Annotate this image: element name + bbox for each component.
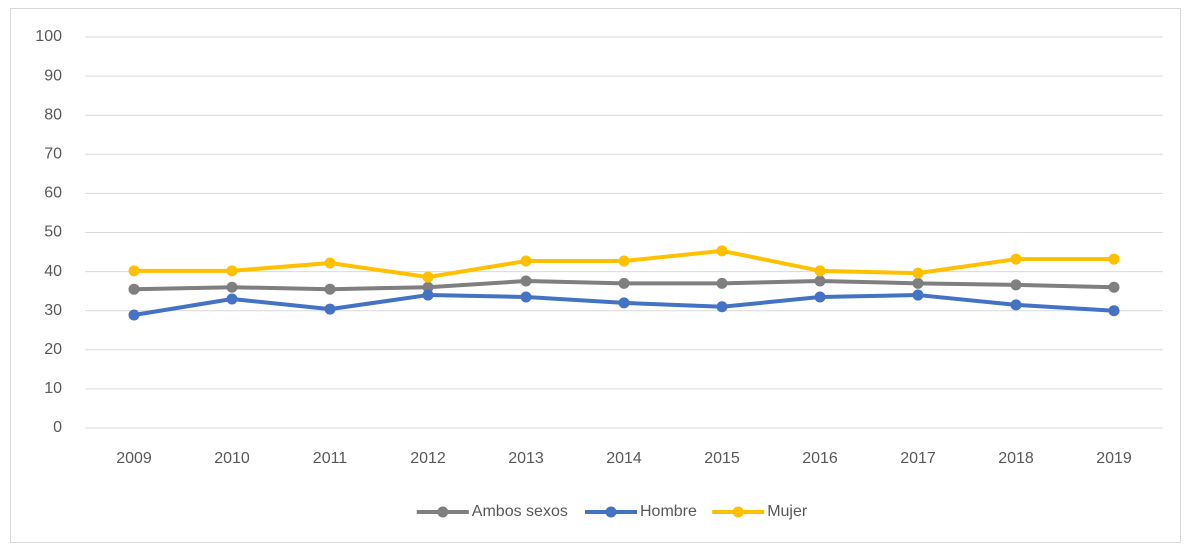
point	[128, 265, 140, 277]
point	[618, 255, 630, 267]
y-tick-label: 10	[44, 380, 62, 397]
point	[1108, 281, 1120, 293]
point	[716, 301, 728, 313]
point	[912, 277, 924, 289]
point	[128, 309, 140, 321]
point	[1010, 253, 1022, 265]
y-tick-label: 100	[35, 28, 62, 45]
point	[716, 245, 728, 257]
legend-marker	[437, 506, 449, 518]
point	[814, 275, 826, 287]
x-tick-label: 2017	[900, 450, 936, 467]
point	[422, 281, 434, 293]
point	[226, 265, 238, 277]
legend-marker	[732, 506, 744, 518]
x-tick-label: 2014	[606, 450, 642, 467]
x-tick-label: 2019	[1096, 450, 1132, 467]
legend-label: Mujer	[767, 503, 808, 520]
point	[520, 255, 532, 267]
legend-item: Mujer	[712, 503, 808, 520]
legend-label: Ambos sexos	[472, 503, 568, 520]
x-tick-label: 2010	[214, 450, 250, 467]
y-tick-label: 0	[53, 419, 62, 436]
x-tick-label: 2011	[313, 450, 348, 467]
chart-border	[10, 8, 1181, 543]
point	[324, 257, 336, 269]
point	[520, 275, 532, 287]
x-tick-label: 2009	[116, 450, 152, 467]
point	[226, 293, 238, 305]
x-tick-label: 2015	[704, 450, 740, 467]
x-tick-label: 2018	[998, 450, 1034, 467]
y-tick-label: 60	[44, 185, 62, 202]
point	[716, 277, 728, 289]
legend-marker	[605, 506, 617, 518]
point	[1108, 253, 1120, 265]
point	[814, 265, 826, 277]
point	[618, 277, 630, 289]
point	[1010, 299, 1022, 311]
x-tick-label: 2016	[802, 450, 838, 467]
y-tick-label: 40	[44, 263, 62, 280]
y-tick-label: 70	[44, 146, 62, 163]
point	[520, 291, 532, 303]
point	[1010, 279, 1022, 291]
x-tick-label: 2012	[410, 450, 446, 467]
y-tick-label: 30	[44, 302, 62, 319]
point	[128, 283, 140, 295]
y-tick-label: 80	[44, 106, 62, 123]
point	[1108, 305, 1120, 317]
point	[324, 283, 336, 295]
point	[226, 281, 238, 293]
legend-item: Ambos sexos	[416, 503, 568, 520]
legend-item: Hombre	[585, 503, 697, 520]
legend-label: Hombre	[640, 503, 697, 520]
point	[422, 271, 434, 283]
point	[912, 267, 924, 279]
point	[618, 297, 630, 309]
point	[324, 303, 336, 315]
point	[912, 289, 924, 301]
point	[814, 291, 826, 303]
x-tick-label: 2013	[508, 450, 544, 467]
y-tick-label: 20	[44, 341, 62, 358]
point	[422, 289, 434, 301]
y-tick-label: 50	[44, 224, 62, 241]
y-tick-label: 90	[44, 67, 62, 84]
